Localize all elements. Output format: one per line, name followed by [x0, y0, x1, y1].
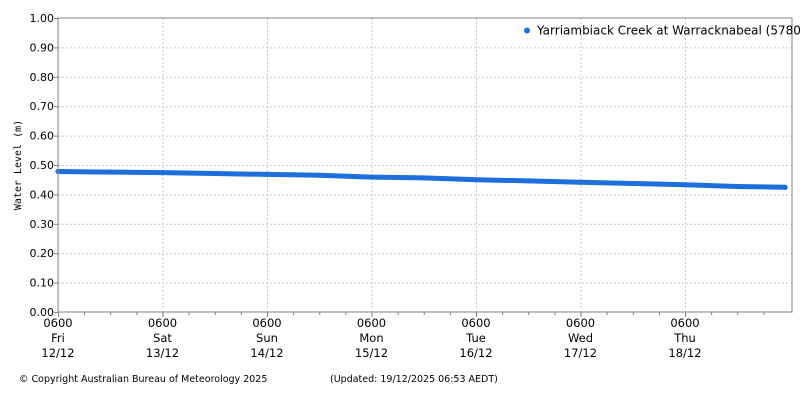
data-point — [782, 184, 788, 190]
y-tick-label: 0.00 — [30, 306, 55, 319]
x-tick-time: 0600 — [670, 316, 699, 330]
x-tick-day: Wed — [568, 331, 593, 345]
y-tick-label: 1.00 — [30, 12, 55, 25]
y-tick-label: 0.70 — [30, 100, 55, 113]
series-group — [55, 168, 788, 190]
y-tick-label: 0.40 — [30, 188, 55, 201]
legend-label: Yarriambiack Creek at Warracknabeal (578… — [536, 24, 800, 38]
data-point — [734, 183, 740, 190]
x-tick-time: 0600 — [461, 316, 490, 330]
x-tick-date: 16/12 — [459, 346, 492, 360]
data-point — [264, 171, 270, 178]
data-point — [682, 182, 688, 188]
x-tick-date: 17/12 — [564, 346, 597, 360]
data-point — [316, 172, 322, 178]
x-tick-day: Fri — [51, 331, 65, 345]
x-tick-date: 15/12 — [355, 346, 388, 360]
x-tick-day: Sat — [153, 331, 172, 345]
x-tick-time: 0600 — [566, 316, 595, 330]
x-axis: 0600Fri12/120600Sat13/120600Sun14/120600… — [41, 312, 765, 360]
data-point — [107, 169, 113, 175]
y-axis: 0.00 0.10 0.20 0.30 0.40 0.50 0.60 0.70 0.80 0.90… — [30, 12, 58, 319]
y-tick-label: 0.80 — [30, 71, 55, 84]
x-tick-time: 0600 — [43, 316, 72, 330]
data-point — [577, 179, 584, 185]
data-point — [473, 177, 479, 183]
x-tick-time: 0600 — [357, 316, 386, 330]
updated-timestamp: (Updated: 19/12/2025 06:53 AEDT) — [330, 374, 498, 385]
legend-marker — [524, 27, 530, 34]
data-point — [212, 170, 218, 177]
x-tick-time: 0600 — [148, 316, 177, 330]
data-point — [159, 170, 166, 176]
grid — [58, 18, 792, 312]
x-tick-date: 12/12 — [41, 346, 74, 360]
x-tick-date: 13/12 — [146, 346, 179, 360]
data-point — [525, 178, 531, 184]
x-tick-date: 14/12 — [250, 346, 283, 360]
data-point — [368, 174, 375, 180]
series-line — [55, 169, 788, 190]
x-tick-day: Mon — [359, 331, 383, 345]
data-point — [421, 175, 427, 181]
x-tick-day: Tue — [465, 331, 486, 345]
y-tick-label: 0.50 — [30, 159, 55, 172]
y-tick-label: 0.60 — [30, 130, 55, 143]
y-tick-label: 0.10 — [30, 277, 55, 290]
x-tick-day: Thu — [673, 331, 696, 345]
x-tick-date: 18/12 — [668, 346, 701, 360]
legend: Yarriambiack Creek at Warracknabeal (578… — [524, 24, 800, 38]
copyright-text: © Copyright Australian Bureau of Meteoro… — [19, 374, 268, 385]
y-tick-label: 0.90 — [30, 41, 55, 54]
y-axis-label: Water Level (m) — [13, 120, 24, 210]
y-tick-label: 0.30 — [30, 218, 55, 231]
x-tick-time: 0600 — [252, 316, 281, 330]
plot-frame — [57, 17, 793, 313]
x-tick-day: Sun — [256, 331, 278, 345]
data-point — [630, 180, 636, 187]
y-tick-label: 0.20 — [30, 247, 55, 260]
